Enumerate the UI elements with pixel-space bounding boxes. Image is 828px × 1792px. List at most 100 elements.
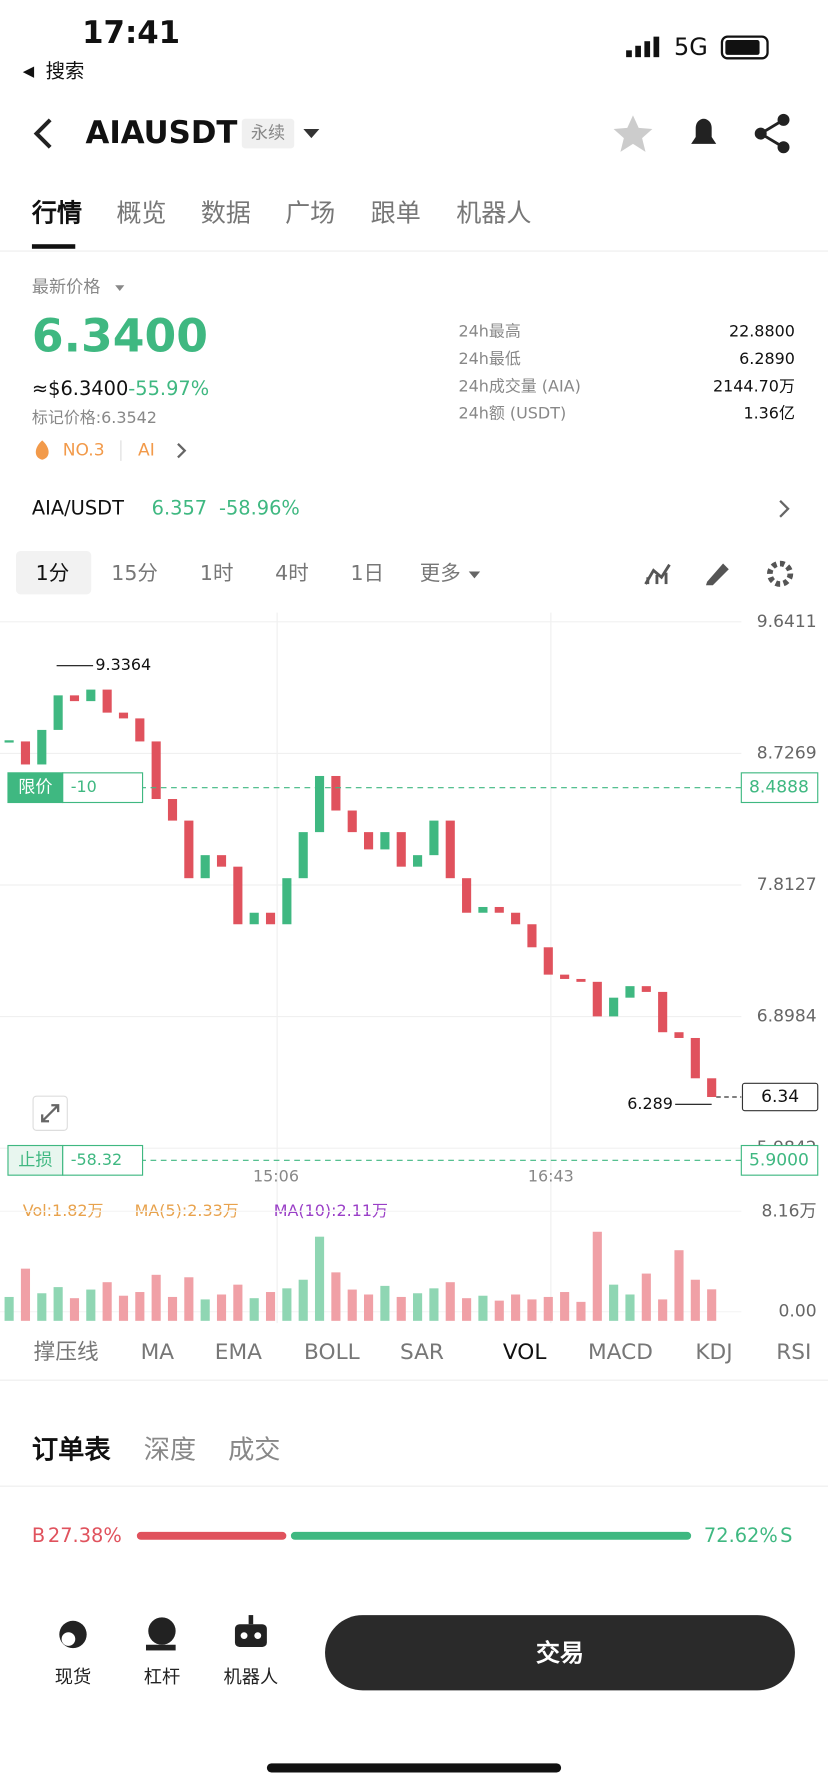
trade-button[interactable]	[325, 1615, 795, 1691]
limit-line-price-box	[740, 772, 819, 804]
nav-item[interactable]: 机器人	[224, 1667, 279, 1688]
trade-label[interactable]: 交易	[536, 1639, 584, 1667]
stat-label: 24h成交量 (AIA)	[458, 376, 580, 395]
alert[interactable]	[691, 118, 717, 144]
stop-line-offset-box[interactable]	[62, 1144, 144, 1176]
dropdown[interactable]	[303, 129, 320, 139]
candle	[37, 729, 47, 765]
candle	[445, 820, 455, 879]
clock: 17:41	[82, 15, 180, 51]
expand-icon	[41, 1104, 60, 1123]
margin-icon	[145, 1617, 176, 1651]
symbol[interactable]: AIAUSDT	[86, 115, 238, 151]
back-app[interactable]: 搜索	[46, 59, 85, 82]
candle	[625, 986, 635, 998]
candle	[494, 906, 504, 913]
volume-bar	[200, 1299, 210, 1321]
volume-bar	[396, 1296, 406, 1321]
buy-label: B	[32, 1524, 45, 1547]
orderbook-tab[interactable]: 成交	[228, 1435, 280, 1465]
indicator-tab[interactable]: MA	[141, 1340, 175, 1365]
buy-pct: 27.38%	[48, 1524, 122, 1547]
indicator-tab[interactable]: MACD	[588, 1340, 653, 1365]
interval[interactable]: 15分	[111, 561, 158, 585]
settings-icon[interactable]	[766, 560, 794, 587]
indicator-tab[interactable]: EMA	[215, 1340, 262, 1365]
sell-label: S	[780, 1524, 792, 1547]
indicator-tab[interactable]: 撑压线	[34, 1340, 99, 1365]
stop-line-price-box	[740, 1144, 819, 1176]
sell-bar	[290, 1531, 692, 1540]
indicator-tab[interactable]: KDJ	[695, 1340, 732, 1365]
share[interactable]	[754, 113, 790, 154]
volume-bar	[331, 1272, 341, 1321]
sector[interactable]: AI	[138, 441, 155, 461]
orderbook-tab[interactable]: 订单表	[32, 1435, 111, 1465]
volume-tick-label: 0.00	[779, 1302, 817, 1322]
indicator-tab[interactable]: RSI	[776, 1340, 811, 1365]
sector-arrow[interactable]	[177, 442, 187, 459]
last-price-label: 6.34	[761, 1087, 799, 1107]
nav-item[interactable]: 现货	[55, 1667, 91, 1688]
interval[interactable]: 1分	[36, 561, 70, 585]
candle	[364, 832, 374, 850]
nav-item[interactable]: 杠杆	[144, 1667, 180, 1688]
rank[interactable]: NO.3	[63, 441, 105, 461]
spot-arrow[interactable]	[779, 500, 790, 518]
volume-label: MA(5):2.33万	[135, 1201, 239, 1220]
candle	[184, 820, 194, 879]
usd: ≈$6.3400	[32, 377, 128, 400]
tab[interactable]: 跟单	[371, 199, 421, 228]
volume-bar	[364, 1294, 374, 1321]
stat-value: 22.8800	[729, 322, 795, 341]
interval[interactable]: 1日	[350, 561, 384, 585]
orderbook-tab[interactable]: 深度	[144, 1435, 196, 1465]
volume-bar	[511, 1294, 521, 1321]
volume-bar	[478, 1295, 488, 1321]
candle	[86, 689, 96, 702]
change: -55.97%	[128, 377, 209, 400]
volume-bar	[249, 1298, 259, 1321]
candle	[641, 986, 651, 992]
interval-active-bg	[15, 551, 92, 595]
candle	[314, 775, 325, 833]
volume-bar	[118, 1295, 129, 1321]
favorite[interactable]	[613, 115, 653, 152]
back-button[interactable]	[33, 118, 52, 149]
interval[interactable]: 更多	[420, 561, 461, 585]
tab[interactable]: 广场	[285, 199, 335, 228]
volume-bar	[184, 1277, 194, 1321]
indicator-tab[interactable]: BOLL	[304, 1340, 360, 1365]
interval[interactable]: 4时	[275, 561, 309, 585]
mark-price: 标记价格:6.3542	[32, 408, 157, 427]
candle	[216, 855, 227, 867]
volume-bar	[265, 1292, 276, 1321]
volume-bar	[707, 1289, 717, 1321]
candle	[462, 878, 472, 913]
tab-indicator	[31, 244, 76, 249]
limit-line-offset-box[interactable]	[62, 772, 144, 804]
volume-bar	[167, 1296, 178, 1321]
draw-icon[interactable]	[705, 563, 729, 586]
y-tick-label: 7.8127	[757, 875, 817, 895]
tab[interactable]: 概览	[116, 199, 166, 228]
volume-bar	[69, 1298, 80, 1321]
volume-bar	[429, 1288, 439, 1321]
price-label: 最新价格	[32, 278, 100, 298]
tab[interactable]: 数据	[201, 199, 251, 228]
tab[interactable]: 行情	[31, 199, 82, 228]
battery-level	[725, 40, 760, 55]
spot-pair[interactable]: AIA/USDT	[32, 496, 124, 519]
volume-bar	[609, 1284, 619, 1321]
stat-value: 6.2890	[739, 349, 795, 368]
volume-bar	[314, 1236, 325, 1321]
indicator-tab[interactable]: VOL	[503, 1340, 547, 1365]
last-price-box	[741, 1082, 819, 1112]
back-arrow-small[interactable]: ◀	[23, 63, 35, 80]
indicator-icon[interactable]	[644, 563, 671, 585]
more-arrow[interactable]	[468, 571, 481, 579]
indicator-tab[interactable]: SAR	[400, 1340, 444, 1365]
candle	[135, 718, 145, 742]
tab[interactable]: 机器人	[456, 199, 531, 228]
interval[interactable]: 1时	[200, 561, 234, 585]
